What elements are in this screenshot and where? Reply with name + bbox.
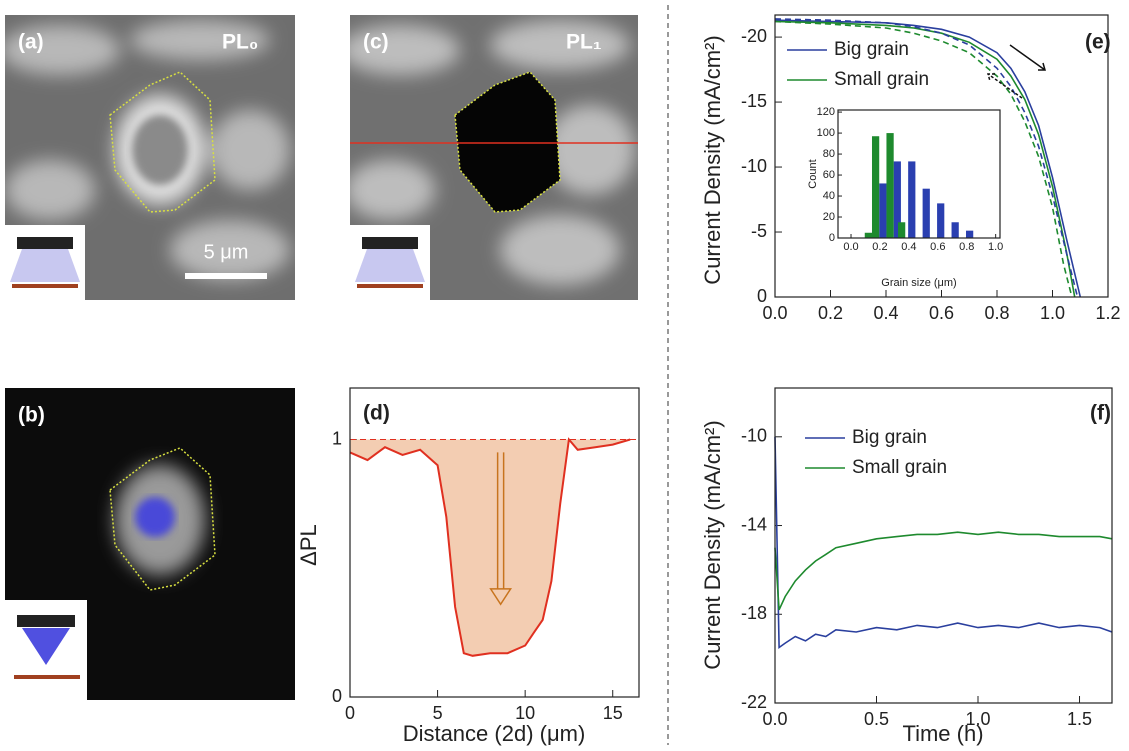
y-tick-label: 40	[823, 190, 835, 202]
bar	[937, 203, 945, 238]
bar	[893, 161, 901, 238]
y-axis-label: Count	[807, 159, 819, 188]
x-tick-label: 15	[603, 703, 623, 723]
x-tick-label: 10	[515, 703, 535, 723]
series-line	[774, 436, 1113, 650]
bar	[871, 136, 880, 238]
bar	[951, 222, 959, 238]
x-tick-label: 0	[345, 703, 355, 723]
legend-label: Small grain	[834, 69, 929, 90]
y-axis-label: Current Density (mA/cm²)	[700, 420, 725, 669]
x-axis-label: Grain size (μm)	[881, 277, 956, 289]
chart: 0 5 10 15 0 1 Distance (2d) (μm) ΔPL (d)	[296, 387, 640, 746]
y-axis-label: ΔPL	[296, 524, 321, 566]
arrow	[1009, 44, 1046, 71]
series-line	[774, 20, 1076, 298]
x-tick-label: 1.0	[965, 709, 990, 729]
arrow	[489, 452, 513, 606]
bar	[898, 222, 906, 238]
series-line	[774, 20, 1073, 298]
x-tick-label: 0.6	[930, 241, 945, 253]
chart: 0.0 0.2 0.4 0.6 0.8 1.0 1.2 0 -5 -10 -15 -20 Current…	[700, 14, 1121, 323]
x-tick-label: 0.5	[864, 709, 889, 729]
legend-label: Small grain	[852, 457, 947, 478]
micrograph-c	[350, 15, 638, 300]
x-tick-label: 1.0	[1040, 303, 1065, 323]
bar	[908, 161, 916, 238]
x-tick-label: 0.4	[901, 241, 916, 253]
micrograph-a	[5, 15, 295, 300]
plot-frame	[774, 14, 1109, 298]
x-tick-label: 0.2	[818, 303, 843, 323]
bar	[879, 183, 887, 238]
x-tick-label: 0.8	[984, 303, 1009, 323]
arrow	[987, 73, 1023, 99]
panel-label: (b)	[18, 404, 45, 427]
panel-label: (a)	[18, 31, 44, 54]
x-tick-label: 0.6	[929, 303, 954, 323]
y-tick-label: -10	[741, 156, 767, 176]
chart: 0.0 0.5 1.0 1.5 -10 -14 -18 -22 Time (h) Current …	[700, 387, 1113, 746]
y-tick-label: -18	[741, 603, 767, 623]
panel-label: (c)	[363, 31, 389, 54]
y-tick-label: -14	[741, 514, 767, 534]
y-tick-label: 1	[332, 428, 342, 448]
line	[349, 437, 631, 657]
x-tick-label: 0.2	[872, 241, 887, 253]
x-tick-label: 1.2	[1095, 303, 1120, 323]
plot-frame	[349, 387, 640, 698]
bar	[922, 188, 930, 238]
series-line	[774, 531, 1113, 611]
y-tick-label: 100	[817, 127, 835, 139]
bar	[864, 232, 872, 238]
y-tick-label: 0	[332, 686, 342, 706]
bar	[966, 230, 974, 238]
y-tick-label: 0	[757, 286, 767, 306]
inset-background	[838, 110, 1000, 238]
x-tick-label: 1.5	[1067, 709, 1092, 729]
y-tick-label: 60	[823, 169, 835, 181]
legend-label: Big grain	[852, 427, 927, 448]
y-axis-label: Current Density (mA/cm²)	[700, 35, 725, 284]
y-tick-label: 0	[829, 232, 835, 244]
bar	[886, 133, 894, 238]
plot-frame	[837, 109, 1001, 239]
x-tick-label: 0.8	[959, 241, 974, 253]
chart: 0.0 0.2 0.4 0.6 0.8 1.0 0 20 40 60 80 100 120 Grain s…	[807, 106, 1003, 289]
micrograph-b	[5, 388, 295, 700]
y-tick-label: -15	[741, 91, 767, 111]
y-tick-label: -5	[751, 221, 767, 241]
legend-label: Big grain	[834, 39, 909, 60]
y-tick-label: 20	[823, 211, 835, 223]
y-tick-label: -22	[741, 692, 767, 712]
series-line	[774, 18, 1079, 298]
panel-title: PL₀	[222, 31, 258, 54]
x-tick-label: 0.0	[843, 241, 858, 253]
x-tick-label: 0.4	[873, 303, 898, 323]
panel-label: (f)	[1090, 402, 1111, 425]
x-axis-label: Time (h)	[902, 721, 983, 746]
scale-bar-label: 5 μm	[204, 241, 249, 263]
y-tick-label: 120	[817, 106, 835, 118]
x-axis-label: Distance (2d) (μm)	[403, 721, 586, 746]
x-tick-label: 0.0	[762, 709, 787, 729]
y-tick-label: -10	[741, 426, 767, 446]
x-tick-label: 5	[433, 703, 443, 723]
x-tick-label: 1.0	[988, 241, 1003, 253]
x-tick-label: 0.0	[762, 303, 787, 323]
area-fill	[350, 439, 631, 656]
panel-label: (e)	[1085, 31, 1111, 54]
panel-label: (d)	[363, 402, 390, 425]
panel-title: PL₁	[566, 31, 602, 54]
plot-frame	[774, 387, 1113, 704]
y-tick-label: -20	[741, 26, 767, 46]
y-tick-label: 80	[823, 148, 835, 160]
